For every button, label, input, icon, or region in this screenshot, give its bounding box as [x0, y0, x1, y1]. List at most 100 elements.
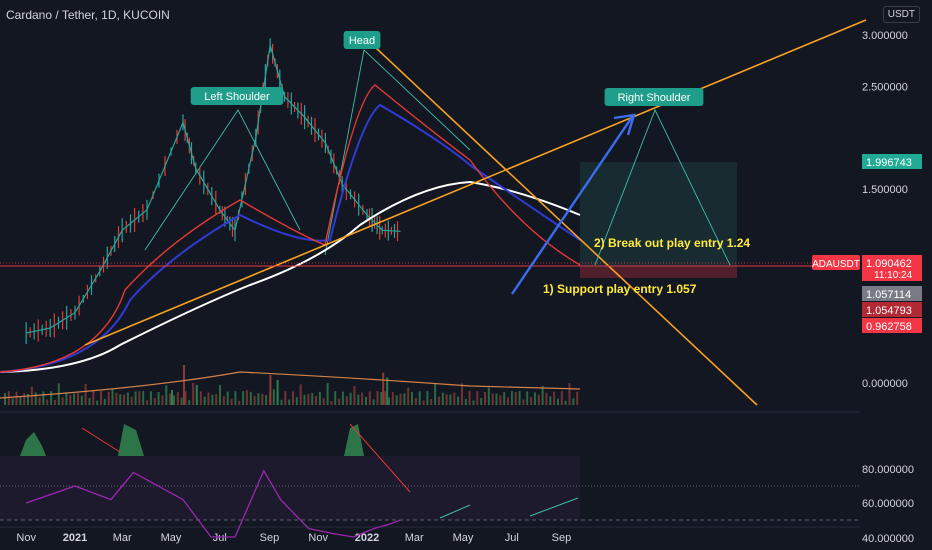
volume-bar	[560, 391, 563, 405]
volume-bar	[441, 392, 444, 405]
volume-bar	[88, 398, 91, 405]
volume-bar	[222, 396, 225, 405]
volume-bar	[518, 391, 521, 405]
x-tick-label: Mar	[113, 532, 132, 544]
volume-bar	[530, 396, 533, 405]
volume-bar	[322, 398, 325, 405]
volume-bar	[576, 391, 579, 405]
currency-button[interactable]: USDT	[882, 6, 920, 23]
volume-bar	[353, 386, 356, 405]
volume-spike-bar	[195, 385, 198, 405]
price-line	[26, 45, 401, 334]
volume-bar	[38, 397, 41, 405]
volume-bar	[349, 392, 352, 405]
volume-bar	[184, 391, 187, 405]
pattern-label: Head	[349, 35, 375, 47]
y-tick-label: 0.000000	[862, 378, 908, 390]
symbol-tag-label: ADAUSDT	[812, 259, 860, 270]
rsi-line	[25, 469, 401, 538]
volume-bar	[157, 392, 160, 405]
volume-bar	[123, 394, 125, 405]
y-tick-label: 2.500000	[862, 81, 908, 93]
volume-bar	[461, 383, 463, 405]
symbol-tag	[812, 255, 860, 270]
volume-bar	[464, 399, 467, 405]
annotation-breakout: 2) Break out play entry 1.24	[594, 236, 750, 250]
volume-bar	[4, 393, 6, 405]
x-tick-label: Sep	[260, 532, 280, 544]
volume-bar	[326, 383, 329, 405]
x-tick-label: May	[453, 532, 474, 544]
volume-bar	[572, 398, 575, 405]
volume-bar	[338, 398, 341, 405]
volume-bar	[42, 391, 45, 405]
volume-bar	[7, 391, 10, 405]
stop-zone-box	[580, 267, 737, 278]
volume-ma-line	[0, 371, 581, 399]
volume-bar	[253, 395, 256, 405]
volume-bar	[407, 387, 410, 405]
volume-bar	[365, 396, 367, 405]
volume-bar	[176, 392, 179, 405]
moving-average-red	[0, 84, 581, 373]
volume-bar	[92, 391, 95, 405]
volume-spike-bar	[183, 365, 185, 405]
volume-bar	[19, 396, 22, 405]
volume-bar	[169, 393, 172, 405]
x-tick-label: Nov	[308, 532, 328, 544]
left-shoulder-triangle	[144, 109, 301, 251]
target-zone-box	[580, 162, 737, 267]
volume-bar	[503, 392, 506, 405]
volume-bar	[34, 392, 37, 405]
x-tick-label: May	[161, 532, 182, 544]
x-tick-label: Jul	[213, 532, 227, 544]
volume-bar	[357, 394, 360, 405]
volume-spike-bar	[276, 380, 279, 405]
volume-bar	[376, 391, 379, 405]
volume-bar	[476, 391, 479, 405]
volume-bar	[453, 392, 456, 405]
x-tick-label: Jul	[505, 532, 519, 544]
volume-bar	[211, 394, 214, 405]
volume-bar	[215, 394, 218, 405]
pattern-label-box	[190, 87, 284, 105]
breakout-arrow-head	[613, 113, 636, 136]
volume-bar	[15, 391, 18, 405]
volume-bar	[234, 391, 237, 405]
volume-bar	[50, 391, 53, 405]
right-shoulder-triangle	[594, 108, 731, 266]
volume-bar	[199, 391, 202, 405]
price-tag-value: 1.090462	[866, 258, 912, 270]
volume-bar	[411, 392, 413, 405]
volume-bar	[299, 384, 302, 405]
breakout-arrow-line	[511, 116, 633, 295]
volume-bar	[280, 399, 283, 405]
volume-bar	[192, 383, 195, 405]
volume-bar	[422, 400, 425, 405]
volume-bar	[537, 394, 540, 405]
volume-bar	[149, 391, 152, 405]
chart-title: Cardano / Tether, 1D, KUCOIN	[6, 8, 170, 22]
volume-bar	[242, 391, 245, 405]
volume-bar	[533, 392, 536, 405]
volume-bar	[100, 391, 102, 405]
volume-bar	[188, 400, 191, 405]
volume-bar	[245, 390, 248, 405]
volume-bar	[77, 393, 79, 405]
rsi-overbought-fill	[118, 424, 144, 456]
rsi-overbought-fill	[344, 424, 364, 456]
volume-bar	[418, 391, 421, 405]
volume-bar	[272, 389, 275, 405]
volume-bar	[564, 400, 567, 405]
pattern-label: Right Shoulder	[618, 92, 691, 104]
volume-bar	[334, 391, 337, 405]
volume-bar	[399, 393, 402, 405]
volume-bar	[134, 391, 137, 405]
volume-bar	[391, 392, 394, 405]
x-tick-label: Mar	[405, 532, 424, 544]
pattern-label: Left Shoulder	[204, 91, 270, 103]
price-tag	[862, 154, 922, 169]
volume-bar	[361, 392, 364, 405]
